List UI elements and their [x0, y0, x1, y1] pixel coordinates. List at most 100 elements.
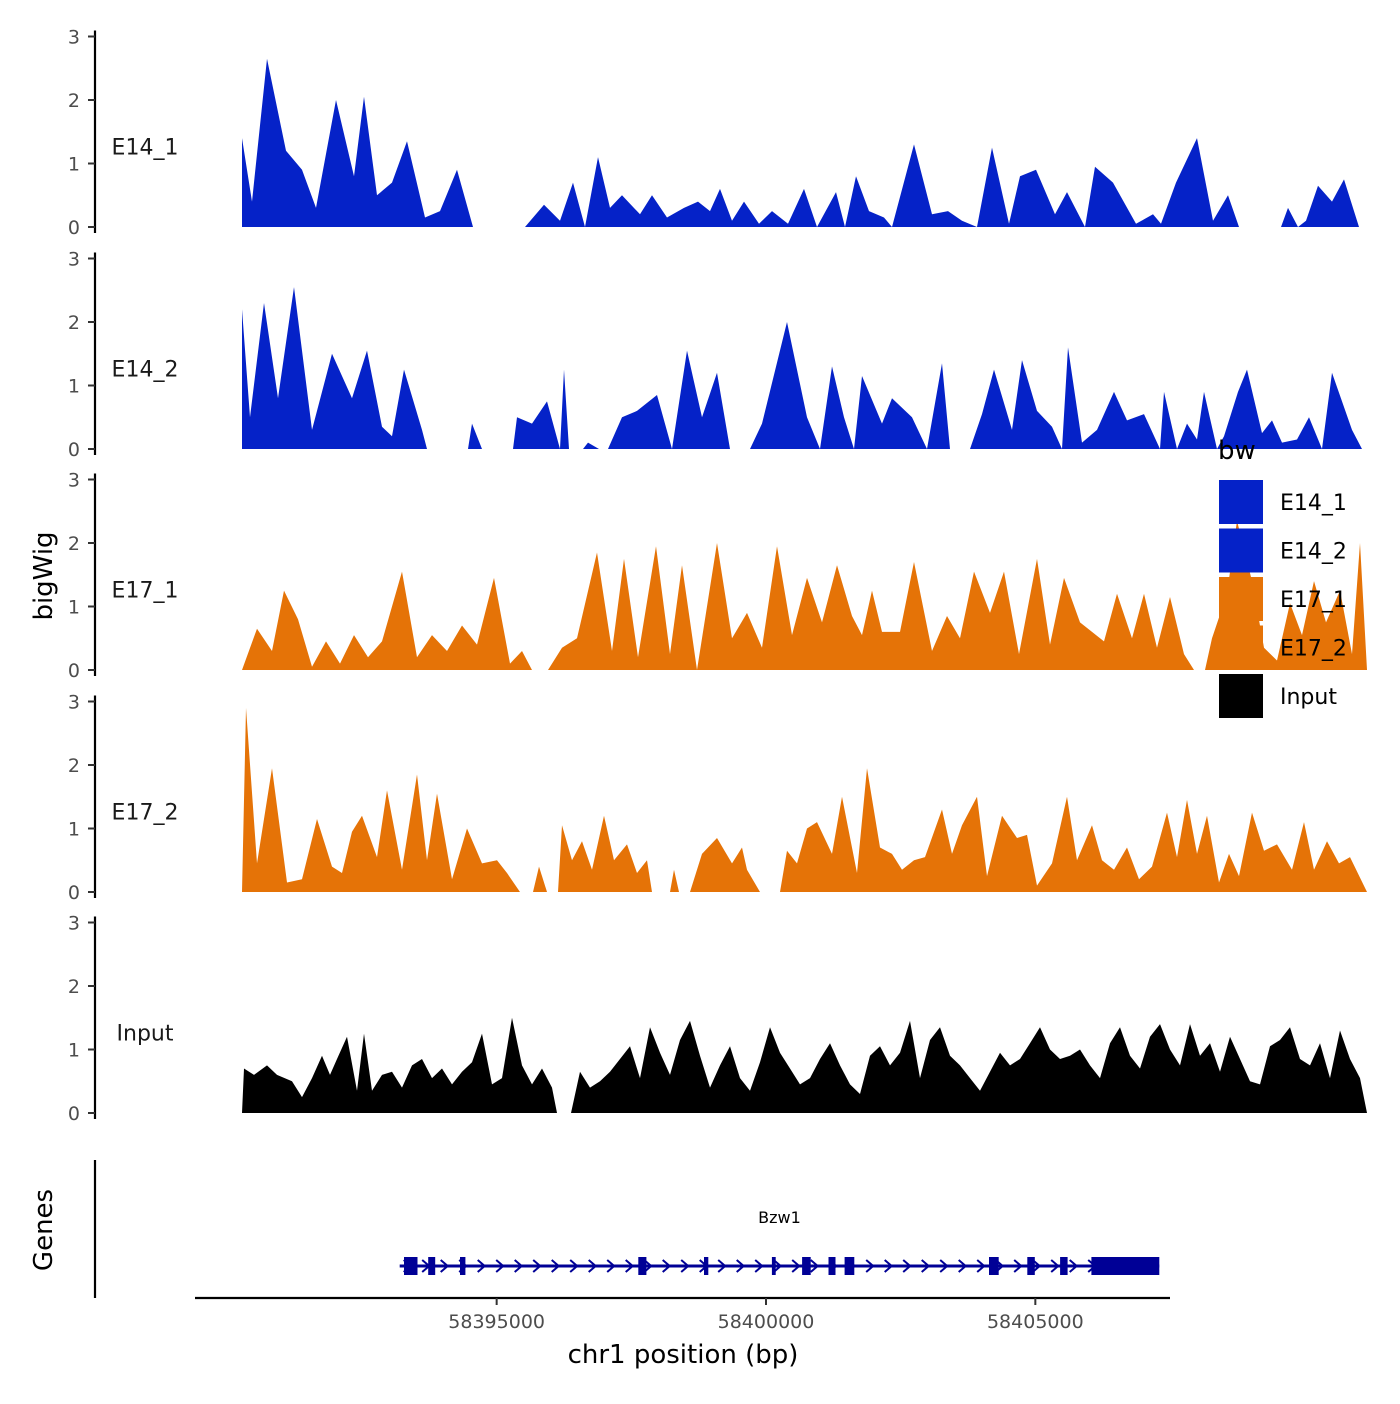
gene-exon [460, 1257, 466, 1275]
gene-exon [1091, 1257, 1160, 1275]
strand-arrow [440, 1259, 450, 1273]
y-tick-label: 3 [68, 27, 80, 49]
coverage-area [525, 138, 1239, 227]
y-axis-title: bigWig [29, 531, 59, 620]
strand-arrow [514, 1259, 524, 1273]
strand-arrow [902, 1259, 912, 1273]
strand-arrow [662, 1259, 672, 1273]
coverage-area [242, 287, 427, 449]
legend-label: E17_1 [1280, 588, 1347, 613]
legend-label: E14_2 [1280, 540, 1347, 565]
y-tick-label: 3 [68, 470, 80, 492]
strand-arrow [606, 1259, 616, 1273]
gene-model: Bzw1 [399, 1208, 1160, 1275]
y-tick-label: 2 [68, 533, 80, 555]
strand-arrow [680, 1259, 690, 1273]
coverage-area [548, 543, 1194, 670]
track-e14-1: 0 1 2 3 E14_1 [68, 27, 1367, 239]
strand-arrow [773, 1259, 783, 1273]
coverage-area [970, 347, 1367, 449]
strand-arrow [754, 1259, 764, 1273]
gene-exon [428, 1257, 436, 1275]
coverage-tracks: 0 1 2 3 E14_1 0 1 2 3 E14_2 0 1 2 3 E17_1 0 1 2 3 E17_2 0 1 2 3… [68, 27, 1367, 1125]
gene-exon [802, 1257, 811, 1275]
coverage-area [558, 815, 652, 892]
track-label: E17_2 [112, 801, 179, 826]
x-tick-label: 58395000 [448, 1311, 545, 1333]
strand-arrow [717, 1259, 727, 1273]
y-tick-label: 1 [68, 1040, 80, 1062]
legend-swatch [1219, 480, 1263, 524]
coverage-area [670, 869, 679, 892]
gene-exon [638, 1257, 647, 1275]
coverage-area [750, 322, 950, 449]
gene-exon [704, 1257, 709, 1275]
strand-arrow [810, 1259, 820, 1273]
coverage-area [571, 1020, 1367, 1113]
y-tick-label: 2 [68, 976, 80, 998]
coverage-area [608, 350, 730, 449]
strand-arrow [1069, 1259, 1079, 1273]
y-tick-label: 3 [68, 249, 80, 271]
strand-arrow [884, 1259, 894, 1273]
strand-arrow [958, 1259, 968, 1273]
x-tick-label: 58400000 [718, 1311, 815, 1333]
legend-swatch [1219, 577, 1263, 621]
y-tick-label: 3 [68, 913, 80, 935]
y-tick-label: 1 [68, 819, 80, 841]
gene-exon [404, 1257, 418, 1275]
strand-arrow [495, 1259, 505, 1273]
strand-arrow [791, 1259, 801, 1273]
coverage-area [242, 58, 473, 228]
track-label: E14_1 [112, 136, 179, 161]
track-label: E14_2 [112, 358, 179, 383]
strand-arrow [1032, 1259, 1042, 1273]
y-tick-label: 0 [68, 660, 80, 682]
strand-arrow [532, 1259, 542, 1273]
y-tick-label: 0 [68, 217, 80, 239]
strand-arrow [569, 1259, 579, 1273]
legend-swatch [1219, 674, 1263, 718]
track-input: 0 1 2 3 Input [68, 913, 1367, 1125]
gene-panel: Bzw1 [93, 1160, 1160, 1298]
gene-exon [828, 1257, 836, 1275]
legend-label: E14_1 [1280, 491, 1347, 516]
genes-panel-title: Genes [29, 1189, 59, 1271]
legend-label: Input [1280, 685, 1337, 710]
coverage-area [242, 707, 520, 892]
coverage-area [690, 838, 760, 892]
y-tick-label: 1 [68, 597, 80, 619]
coverage-area [242, 571, 532, 670]
gene-exon [1060, 1257, 1068, 1275]
strand-arrow [551, 1259, 561, 1273]
y-tick-label: 0 [68, 439, 80, 461]
coverage-area [513, 369, 569, 449]
strand-arrow [477, 1259, 487, 1273]
coverage-area [242, 1017, 557, 1113]
coverage-area [583, 442, 599, 449]
gene-exon [771, 1257, 776, 1275]
gene-exon [1027, 1257, 1035, 1275]
coverage-area [780, 768, 1367, 892]
legend-swatch [1219, 528, 1263, 573]
y-tick-label: 3 [68, 692, 80, 714]
coverage-area [533, 866, 547, 892]
coverage-area [468, 423, 482, 449]
coverage-area [1281, 179, 1367, 227]
legend-title: bw [1218, 436, 1256, 466]
y-tick-label: 0 [68, 882, 80, 904]
strand-arrow [1050, 1259, 1060, 1273]
y-tick-label: 2 [68, 90, 80, 112]
x-axis: 58395000 58400000 58405000 [195, 1296, 1170, 1333]
track-label: Input [117, 1022, 174, 1047]
gene-name-label: Bzw1 [758, 1208, 801, 1227]
y-tick-label: 0 [68, 1103, 80, 1125]
track-e17-2: 0 1 2 3 E17_2 [68, 692, 1367, 904]
track-e14-2: 0 1 2 3 E14_2 [68, 249, 1367, 461]
y-tick-label: 1 [68, 376, 80, 398]
gene-exon [989, 1257, 999, 1275]
track-e17-1: 0 1 2 3 E17_1 [68, 470, 1367, 682]
y-tick-label: 2 [68, 755, 80, 777]
